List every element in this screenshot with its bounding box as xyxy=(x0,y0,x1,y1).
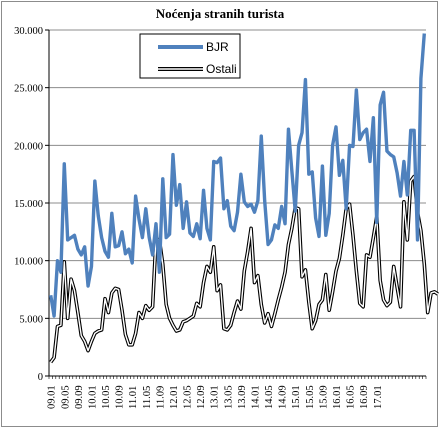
x-tick-label: 11.09 xyxy=(155,386,166,409)
x-tick-label: 13.05 xyxy=(223,385,234,409)
x-tick-label: 16.09 xyxy=(359,385,370,409)
x-tick-label: 10.09 xyxy=(115,385,126,409)
y-tick-label: 20.000 xyxy=(14,141,43,152)
x-tick-label: 17.01 xyxy=(373,385,384,409)
series-line-bjr xyxy=(49,33,426,318)
x-tick-label: 10.05 xyxy=(101,385,112,409)
x-tick-label: 16.05 xyxy=(346,385,357,409)
x-tick-label: 11.05 xyxy=(142,386,153,409)
x-tick-label: 12.09 xyxy=(196,385,207,409)
x-tick-label: 10.01 xyxy=(87,385,98,409)
legend-box xyxy=(139,33,241,79)
x-tick-label: 16.01 xyxy=(332,385,343,409)
legend-label-ostali: Ostali xyxy=(206,62,237,76)
y-tick-label: 15.000 xyxy=(14,199,43,210)
x-tick-label: 11.01 xyxy=(128,386,139,409)
chart-title: Noćenja stranih turista xyxy=(156,6,285,21)
y-axis-ticks: 0 5.000 10.000 15.000 20.000 25.000 30.000 xyxy=(14,26,49,383)
x-tick-label: 09.01 xyxy=(47,385,58,409)
x-tick-label: 12.01 xyxy=(169,385,180,409)
x-tick-label: 09.09 xyxy=(74,385,85,409)
x-tick-label: 15.09 xyxy=(318,385,329,409)
y-tick-label: 30.000 xyxy=(14,26,43,37)
legend: BJR Ostali xyxy=(139,33,241,79)
y-tick-label: 0 xyxy=(38,372,43,383)
series-lines xyxy=(49,33,439,364)
x-tick-label: 15.05 xyxy=(305,385,316,409)
y-tick-label: 10.000 xyxy=(14,257,43,268)
x-axis: 09.01 09.05 09.09 10.01 10.05 10.09 11.01 11.05… xyxy=(47,30,427,409)
x-tick-label: 09.05 xyxy=(60,385,71,409)
y-tick-label: 25.000 xyxy=(14,84,43,95)
x-tick-label: 15.01 xyxy=(291,385,302,409)
y-tick-label: 5.000 xyxy=(19,314,43,325)
series-line-ostali xyxy=(50,175,439,363)
legend-label-bjr: BJR xyxy=(206,40,229,54)
x-tick-label: 14.05 xyxy=(264,385,275,409)
x-tick-label: 13.01 xyxy=(210,385,221,409)
x-tick-label: 12.05 xyxy=(183,385,194,409)
x-tick-label: 14.09 xyxy=(278,385,289,409)
x-tick-label: 14.01 xyxy=(250,385,261,409)
x-tick-label: 13.09 xyxy=(237,385,248,409)
